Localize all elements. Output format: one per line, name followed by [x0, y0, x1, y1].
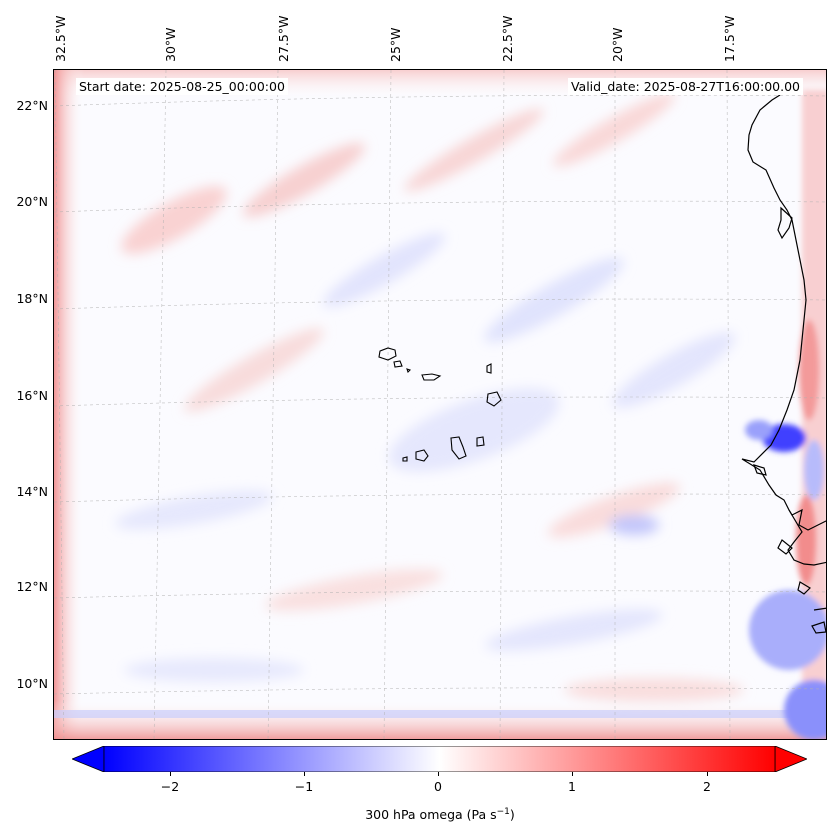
lat-label-10n: 10°N: [16, 676, 48, 691]
lat-label-12n: 12°N: [16, 579, 48, 594]
omega-field: [54, 70, 826, 739]
lat-label-22n: 22°N: [16, 98, 48, 113]
island-sao-nicolau: [421, 373, 442, 381]
lon-label-30w: 30°W: [163, 27, 178, 62]
coastline: [741, 94, 826, 634]
lon-label-17.5w: 17.5°W: [722, 15, 737, 62]
lon-label-22.5w: 22.5°W: [500, 15, 515, 62]
lat-label-14n: 14°N: [16, 484, 48, 499]
colorbar-ticklabel-1: 1: [568, 779, 576, 794]
colorbar: [70, 745, 809, 773]
colorbar-tick-neg1: [304, 772, 305, 776]
island-sal: [486, 363, 492, 374]
colorbar-ticklabel-neg2: −2: [160, 779, 180, 794]
lon-label-20w: 20°W: [610, 27, 625, 62]
colorbar-extend-low: [70, 745, 105, 773]
colorbar-ticklabel-neg1: −1: [294, 779, 314, 794]
gridlines: [54, 70, 826, 739]
cape-verde-islands: [378, 347, 502, 462]
island-santiago: [450, 436, 467, 460]
lon-label-32.5w: 32.5°W: [53, 15, 68, 62]
island-sao-vicente: [393, 360, 403, 368]
lat-label-20n: 20°N: [16, 194, 48, 209]
island-santo-antao: [378, 347, 397, 361]
island-fogo: [415, 449, 429, 462]
colorbar-tick-1: [572, 772, 573, 776]
island-santa-luzia: [406, 368, 412, 374]
lat-label-16n: 16°N: [16, 388, 48, 403]
valid-date-label: Valid_date: 2025-08-27T16:00:00.00: [567, 78, 803, 95]
colorbar-tick-0: [438, 772, 439, 776]
colorbar-ticklabel-0: 0: [434, 779, 442, 794]
colorbar-extend-high: [774, 745, 809, 773]
start-date-label: Start date: 2025-08-25_00:00:00: [76, 78, 288, 95]
lon-label-27.5w: 27.5°W: [276, 15, 291, 62]
colorbar-svg: [70, 745, 809, 773]
colorbar-tick-neg2: [170, 772, 171, 776]
map-panel: [53, 69, 827, 740]
lat-label-18n: 18°N: [16, 291, 48, 306]
colorbar-gradient: [103, 745, 776, 773]
map-canvas: [54, 70, 826, 739]
island-boa-vista: [486, 391, 502, 407]
island-maio: [476, 436, 485, 447]
lon-label-25w: 25°W: [388, 27, 403, 62]
colorbar-ticklabel-2: 2: [703, 779, 711, 794]
colorbar-tick-2: [707, 772, 708, 776]
island-brava: [402, 456, 408, 462]
colorbar-title: 300 hPa omega (Pa s−1): [365, 807, 515, 823]
